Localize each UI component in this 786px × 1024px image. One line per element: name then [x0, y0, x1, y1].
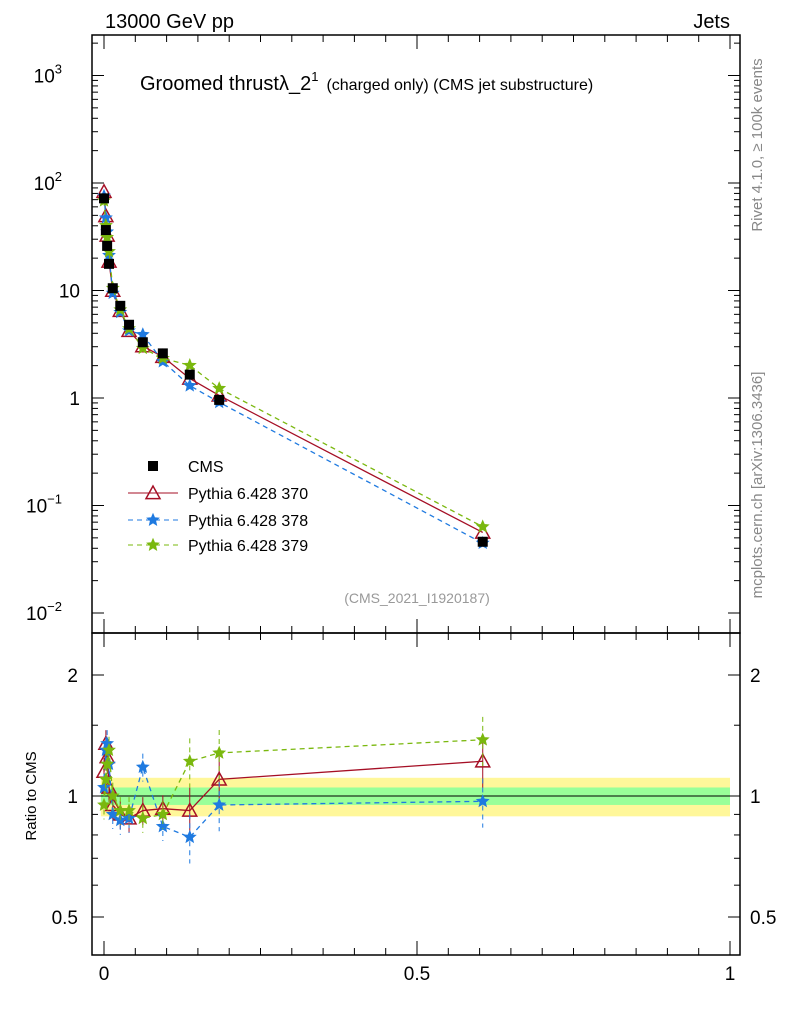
y-tick-label: 1 [69, 389, 80, 410]
data-point-star [212, 381, 227, 395]
data-point-star [100, 230, 115, 244]
cms-data-point [214, 394, 225, 405]
legend-label: Pythia 6.428 370 [188, 486, 308, 503]
x-tick-label: 0 [99, 964, 110, 985]
ratio-point-star [122, 803, 136, 817]
y-tick-label: 10 [59, 282, 80, 303]
data-point-star [475, 519, 490, 533]
ratio-point-star [135, 811, 150, 825]
legend-label: Pythia 6.428 378 [188, 513, 308, 530]
ratio-point-star [98, 772, 113, 786]
rivet-label: Rivet 4.1.0, ≥ 100k events [749, 58, 766, 231]
y-tick-label: 102 [34, 169, 62, 195]
ratio-y-tick-label: 1 [750, 787, 761, 808]
ratio-point-star [102, 742, 116, 757]
y-tick-label: 103 [34, 62, 62, 88]
ratio-y-tick-label: 1 [67, 787, 78, 808]
ratio-point-star [212, 797, 227, 811]
data-point-star [182, 357, 197, 372]
analysis-id: (CMS_2021_I1920187) [344, 590, 490, 606]
legend-label: Pythia 6.428 379 [188, 538, 308, 555]
ratio-y-tick-label: 2 [67, 666, 78, 687]
cms-data-point [100, 225, 111, 236]
header-left: 13000 GeV pp [105, 11, 234, 33]
y-tick-label: 10−1 [26, 492, 62, 518]
cms-data-point [102, 240, 113, 251]
cms-data-point [477, 536, 488, 547]
cms-data-point [104, 258, 115, 269]
legend-marker-triangle [144, 484, 162, 500]
ratio-point-star [155, 807, 170, 821]
legend-label: CMS [188, 459, 224, 476]
ratio-point-star [97, 797, 111, 811]
cms-data-point [115, 300, 126, 311]
ratio-point-star [182, 753, 197, 768]
mcplots-label: mcplots.cern.ch [arXiv:1306.3436] [749, 372, 766, 599]
ratio-y-tick-label: 2 [750, 666, 761, 687]
ratio-point-star [475, 794, 490, 808]
cms-data-point [107, 283, 118, 294]
cms-data-point [184, 369, 195, 380]
cms-data-point [99, 193, 109, 204]
data-point-star [135, 327, 150, 341]
ratio-point-star [97, 780, 111, 794]
legend-marker-star [146, 537, 160, 551]
ratio-y-tick-label: 0.5 [52, 908, 78, 929]
x-tick-label: 0.5 [404, 964, 430, 985]
ratio-point-triangle [474, 752, 492, 768]
data-point-star [182, 378, 197, 392]
y-tick-label: 10−2 [26, 599, 62, 625]
ratio-point-star [475, 732, 490, 746]
cms-data-point [124, 319, 135, 330]
ratio-point-star [135, 759, 150, 774]
ratio-point-star [212, 745, 227, 759]
ratio-point-star [100, 756, 115, 771]
ratio-point-star [155, 819, 170, 833]
header-right: Jets [693, 11, 730, 33]
x-tick-label: 1 [725, 964, 736, 985]
plot-title: Groomed thrustλ_21(charged only) (CMS je… [140, 69, 593, 95]
series-line-2 [103, 200, 484, 528]
ratio-point-star [105, 788, 120, 802]
ratio-frame [91, 632, 741, 956]
ratio-point-star [182, 829, 197, 844]
cms-data-point [137, 337, 148, 348]
legend-marker-star [146, 512, 160, 526]
legend-marker-cms [148, 461, 158, 471]
cms-data-point [157, 348, 168, 359]
ratio-ylabel: Ratio to CMS [23, 751, 40, 840]
ratio-y-tick-label: 0.5 [750, 908, 776, 929]
